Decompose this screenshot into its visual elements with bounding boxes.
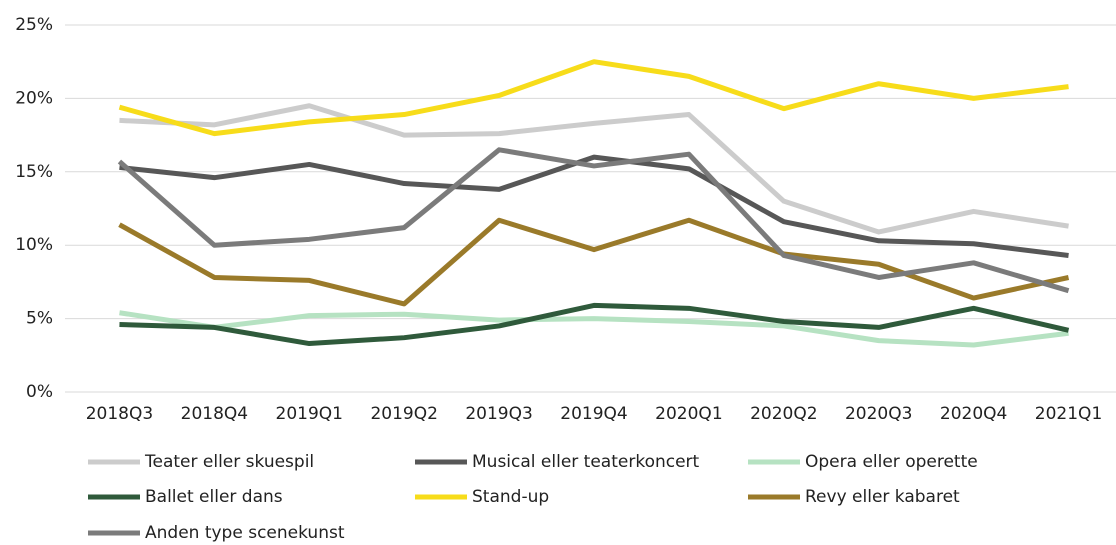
x-tick-label: 2019Q1 [276, 404, 343, 424]
legend-label: Revy eller kabaret [805, 487, 960, 507]
series-line [118, 59, 1069, 137]
x-tick-label: 2020Q2 [750, 404, 817, 424]
x-tick-label: 2019Q4 [560, 404, 627, 424]
legend-label: Teater eller skuespil [144, 452, 314, 472]
series-line [117, 147, 1070, 294]
legend-label: Musical eller teaterkoncert [472, 452, 700, 472]
legend-label: Ballet eller dans [145, 487, 283, 507]
x-tick-label: 2018Q3 [86, 404, 153, 424]
y-tick-label: 0% [26, 382, 53, 402]
x-tick-label: 2019Q2 [370, 404, 437, 424]
y-tick-label: 15% [15, 162, 53, 182]
legend-label: Stand-up [472, 487, 549, 507]
x-tick-label: 2019Q3 [465, 404, 532, 424]
x-tick-label: 2018Q4 [181, 404, 248, 424]
series-line [118, 217, 1070, 307]
y-tick-label: 10% [15, 235, 53, 255]
x-tick-label: 2020Q3 [845, 404, 912, 424]
x-tick-label: 2021Q1 [1035, 404, 1102, 424]
x-tick-label: 2020Q1 [655, 404, 722, 424]
series-line [119, 310, 1069, 348]
legend-label: Anden type scenekunst [145, 523, 345, 543]
y-tick-label: 5% [26, 309, 53, 329]
legend-label: Opera eller operette [805, 452, 978, 472]
series-line [119, 154, 1069, 258]
series-line [119, 302, 1070, 347]
y-tick-label: 25% [15, 15, 53, 35]
y-tick-label: 20% [15, 88, 53, 108]
series-line [119, 103, 1069, 235]
x-tick-label: 2020Q4 [940, 404, 1007, 424]
